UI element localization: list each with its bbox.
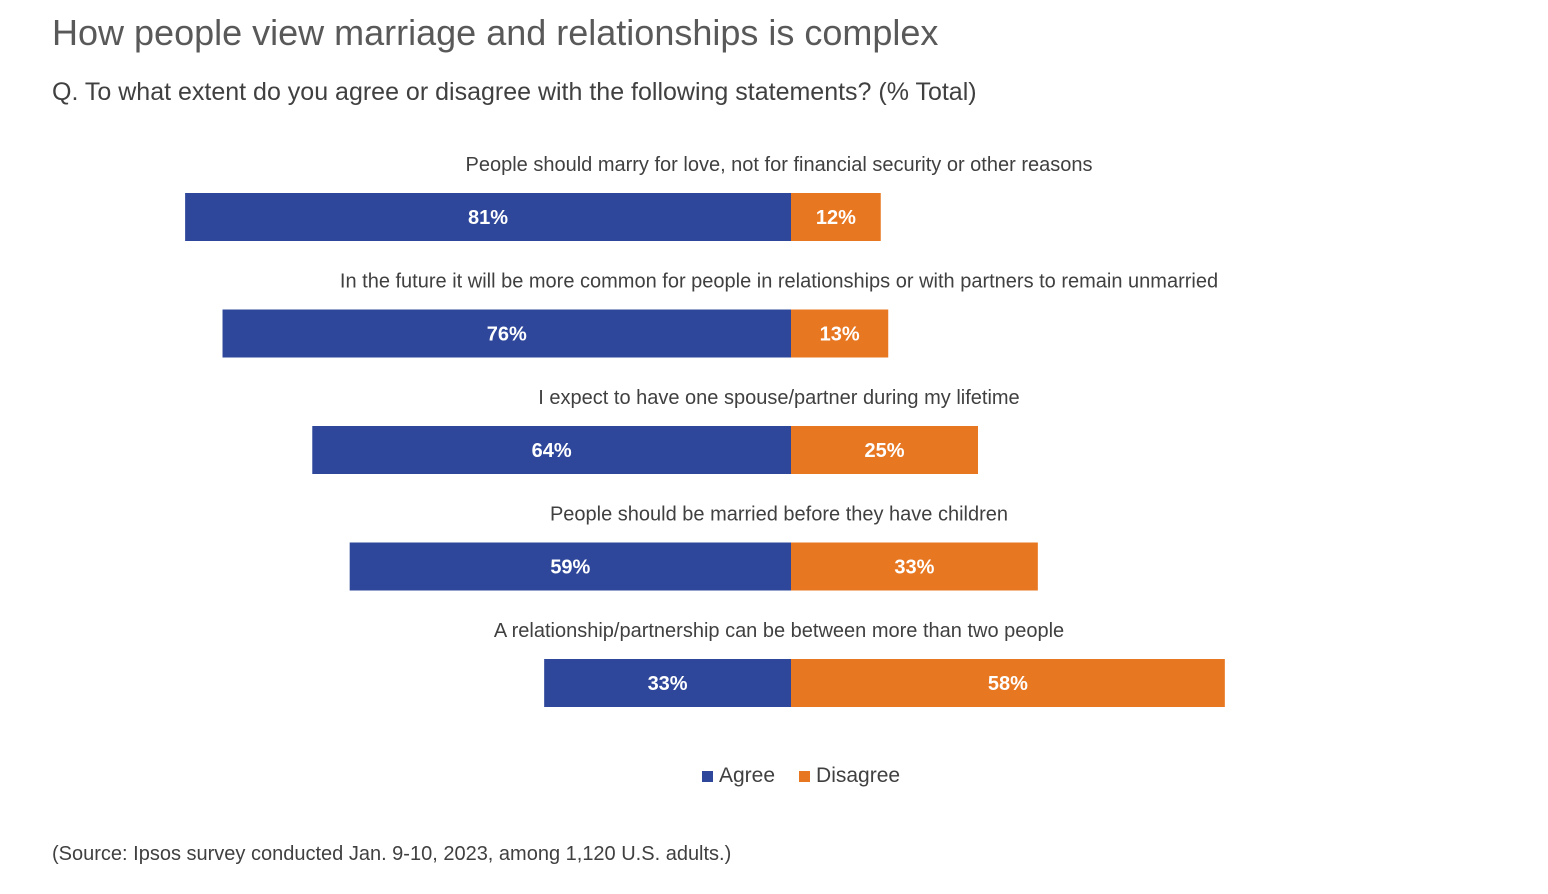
category-label: I expect to have one spouse/partner duri… xyxy=(538,387,1019,409)
bar-agree xyxy=(312,426,791,474)
legend-label-disagree: Disagree xyxy=(816,764,901,787)
data-label-agree: 76% xyxy=(487,324,527,346)
category-label: A relationship/partnership can be betwee… xyxy=(494,620,1064,642)
legend-swatch-agree xyxy=(702,770,713,782)
legend-item-disagree: Disagree xyxy=(799,764,900,788)
source-note: (Source: Ipsos survey conducted Jan. 9-1… xyxy=(52,843,732,865)
bar-agree xyxy=(544,659,791,707)
data-label-agree: 81% xyxy=(468,207,508,229)
bar-disagree xyxy=(791,659,1225,707)
bar-agree xyxy=(222,309,791,358)
bar-disagree xyxy=(791,193,881,241)
survey-question: Q. To what extent do you agree or disagr… xyxy=(52,78,977,106)
bar-disagree xyxy=(791,309,889,358)
bar-disagree xyxy=(791,542,1038,591)
category-label: People should be married before they hav… xyxy=(550,504,1008,526)
bar-agree xyxy=(185,193,791,241)
category-label: In the future it will be more common for… xyxy=(340,271,1218,293)
bar-agree xyxy=(349,542,791,591)
data-label-agree: 64% xyxy=(532,440,572,462)
legend-item-agree: Agree xyxy=(702,764,775,788)
data-label-agree: 59% xyxy=(550,557,590,579)
data-label-disagree: 13% xyxy=(820,324,860,346)
legend-swatch-disagree xyxy=(799,770,811,782)
data-label-disagree: 33% xyxy=(894,557,934,579)
category-label: People should marry for love, not for fi… xyxy=(466,154,1093,176)
data-label-disagree: 25% xyxy=(864,440,904,462)
legend-label-agree: Agree xyxy=(719,764,776,787)
data-label-agree: 33% xyxy=(648,673,688,695)
chart-legend: Agree Disagree xyxy=(702,764,924,788)
bar-disagree xyxy=(791,426,978,474)
data-label-disagree: 12% xyxy=(816,207,856,229)
page-title: How people view marriage and relationshi… xyxy=(52,12,939,53)
data-label-disagree: 58% xyxy=(988,673,1028,695)
